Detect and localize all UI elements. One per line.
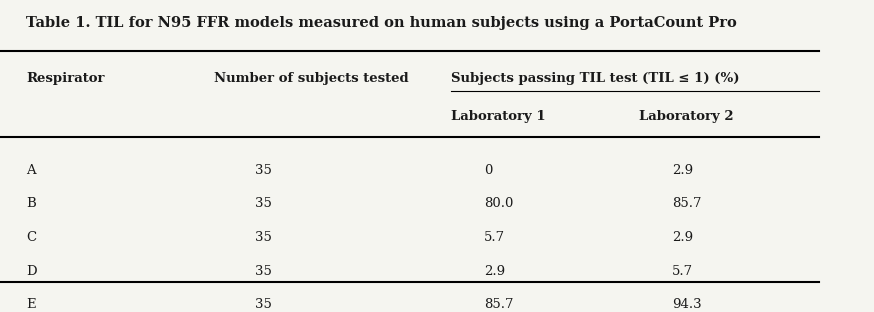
Text: 2.9: 2.9 bbox=[672, 164, 693, 177]
Text: 35: 35 bbox=[255, 164, 272, 177]
Text: 80.0: 80.0 bbox=[483, 197, 513, 210]
Text: 2.9: 2.9 bbox=[672, 231, 693, 244]
Text: 35: 35 bbox=[255, 265, 272, 278]
Text: 5.7: 5.7 bbox=[483, 231, 505, 244]
Text: 35: 35 bbox=[255, 298, 272, 311]
Text: 0: 0 bbox=[483, 164, 492, 177]
Text: C: C bbox=[26, 231, 36, 244]
Text: 5.7: 5.7 bbox=[672, 265, 693, 278]
Text: 85.7: 85.7 bbox=[672, 197, 701, 210]
Text: 94.3: 94.3 bbox=[672, 298, 701, 311]
Text: B: B bbox=[26, 197, 36, 210]
Text: Table 1. TIL for N95 FFR models measured on human subjects using a PortaCount Pr: Table 1. TIL for N95 FFR models measured… bbox=[26, 16, 737, 30]
Text: Laboratory 2: Laboratory 2 bbox=[639, 110, 733, 123]
Text: Respirator: Respirator bbox=[26, 72, 104, 85]
Text: Subjects passing TIL test (TIL ≤ 1) (%): Subjects passing TIL test (TIL ≤ 1) (%) bbox=[451, 72, 739, 85]
Text: A: A bbox=[26, 164, 36, 177]
Text: 2.9: 2.9 bbox=[483, 265, 505, 278]
Text: 85.7: 85.7 bbox=[483, 298, 513, 311]
Text: Laboratory 1: Laboratory 1 bbox=[451, 110, 545, 123]
Text: E: E bbox=[26, 298, 36, 311]
Text: D: D bbox=[26, 265, 37, 278]
Text: 35: 35 bbox=[255, 197, 272, 210]
Text: Number of subjects tested: Number of subjects tested bbox=[214, 72, 408, 85]
Text: 35: 35 bbox=[255, 231, 272, 244]
